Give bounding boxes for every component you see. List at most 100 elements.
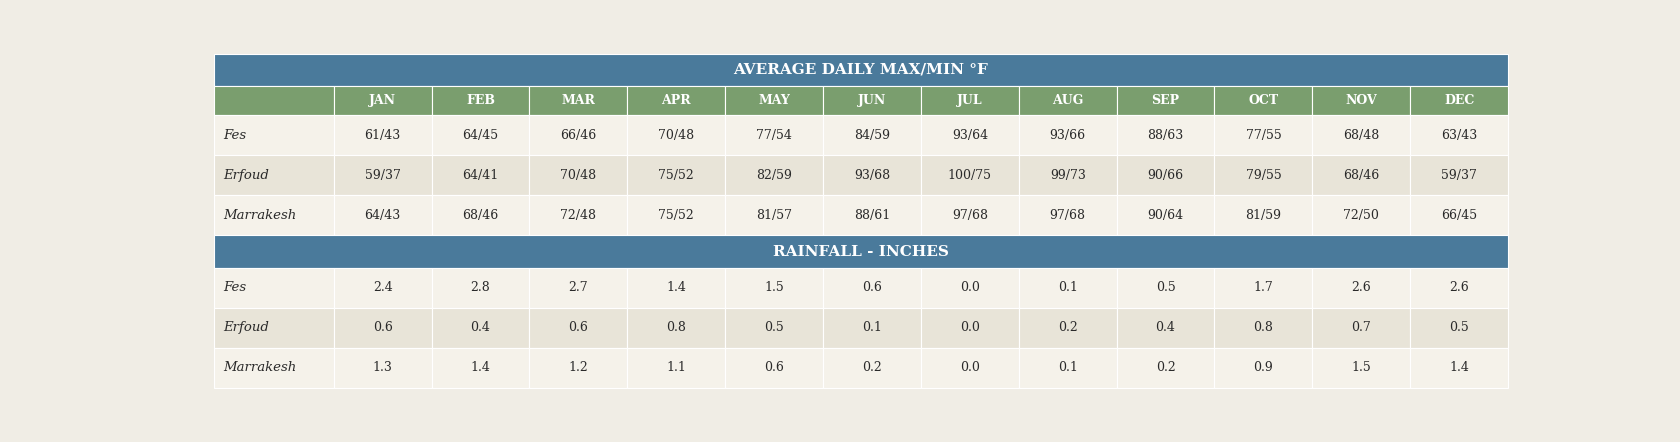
Bar xyxy=(1018,195,1117,236)
Text: 68/46: 68/46 xyxy=(1344,169,1379,182)
Bar xyxy=(1215,155,1312,195)
Bar xyxy=(1312,308,1410,348)
Bar xyxy=(1410,308,1509,348)
Text: 59/37: 59/37 xyxy=(365,169,400,182)
Text: NOV: NOV xyxy=(1346,94,1378,107)
Text: 0.6: 0.6 xyxy=(373,321,393,334)
Text: 97/68: 97/68 xyxy=(953,209,988,222)
Bar xyxy=(726,308,823,348)
Text: 84/59: 84/59 xyxy=(853,129,890,142)
Bar xyxy=(334,155,432,195)
Bar xyxy=(627,348,726,388)
Bar xyxy=(1312,86,1410,115)
Bar xyxy=(1215,308,1312,348)
Text: 63/43: 63/43 xyxy=(1441,129,1477,142)
Text: 0.4: 0.4 xyxy=(1156,321,1176,334)
Bar xyxy=(1018,155,1117,195)
Text: 68/48: 68/48 xyxy=(1344,129,1379,142)
Bar xyxy=(823,268,921,308)
Text: 1.7: 1.7 xyxy=(1253,281,1273,294)
Text: 0.2: 0.2 xyxy=(1156,362,1176,374)
Bar xyxy=(213,348,334,388)
Text: Erfoud: Erfoud xyxy=(223,169,269,182)
Bar xyxy=(921,155,1018,195)
Bar xyxy=(334,348,432,388)
Text: 1.4: 1.4 xyxy=(470,362,491,374)
Text: 90/66: 90/66 xyxy=(1147,169,1184,182)
Bar xyxy=(529,268,627,308)
Text: Marrakesh: Marrakesh xyxy=(223,362,296,374)
Bar xyxy=(921,268,1018,308)
Bar xyxy=(334,86,432,115)
Text: 0.0: 0.0 xyxy=(959,362,979,374)
Bar xyxy=(213,236,1509,268)
Bar xyxy=(432,308,529,348)
Bar xyxy=(1215,86,1312,115)
Bar xyxy=(627,268,726,308)
Text: 2.6: 2.6 xyxy=(1450,281,1468,294)
Bar xyxy=(1117,86,1215,115)
Text: MAR: MAR xyxy=(561,94,595,107)
Bar xyxy=(823,348,921,388)
Bar xyxy=(213,86,334,115)
Bar xyxy=(1215,115,1312,155)
Bar xyxy=(1018,86,1117,115)
Bar xyxy=(627,195,726,236)
Text: Fes: Fes xyxy=(223,129,247,142)
Text: 2.7: 2.7 xyxy=(568,281,588,294)
Text: 1.1: 1.1 xyxy=(667,362,685,374)
Bar xyxy=(432,348,529,388)
Bar xyxy=(726,195,823,236)
Bar xyxy=(823,155,921,195)
Text: 0.6: 0.6 xyxy=(764,362,785,374)
Bar xyxy=(529,195,627,236)
Bar xyxy=(334,308,432,348)
Text: 59/37: 59/37 xyxy=(1441,169,1477,182)
Bar xyxy=(213,115,334,155)
Text: 1.5: 1.5 xyxy=(764,281,785,294)
Text: FEB: FEB xyxy=(465,94,496,107)
Bar xyxy=(529,115,627,155)
Bar xyxy=(1018,115,1117,155)
Bar xyxy=(1117,348,1215,388)
Text: 93/68: 93/68 xyxy=(853,169,890,182)
Text: 72/50: 72/50 xyxy=(1344,209,1379,222)
Text: 1.5: 1.5 xyxy=(1351,362,1371,374)
Text: 97/68: 97/68 xyxy=(1050,209,1085,222)
Bar xyxy=(432,115,529,155)
Bar xyxy=(334,195,432,236)
Text: 0.6: 0.6 xyxy=(862,281,882,294)
Bar xyxy=(1117,155,1215,195)
Text: Fes: Fes xyxy=(223,281,247,294)
Text: JUN: JUN xyxy=(858,94,885,107)
Text: 1.3: 1.3 xyxy=(373,362,393,374)
Bar xyxy=(627,115,726,155)
Text: 2.4: 2.4 xyxy=(373,281,393,294)
Text: 2.6: 2.6 xyxy=(1351,281,1371,294)
Bar xyxy=(921,348,1018,388)
Text: 72/48: 72/48 xyxy=(561,209,596,222)
Text: MAY: MAY xyxy=(758,94,790,107)
Text: 0.0: 0.0 xyxy=(959,281,979,294)
Bar xyxy=(1117,268,1215,308)
Text: 77/54: 77/54 xyxy=(756,129,791,142)
Bar xyxy=(213,155,334,195)
Text: 88/63: 88/63 xyxy=(1147,129,1184,142)
Bar xyxy=(334,115,432,155)
Text: 0.5: 0.5 xyxy=(764,321,785,334)
Bar xyxy=(1312,268,1410,308)
Bar xyxy=(823,308,921,348)
Text: 0.7: 0.7 xyxy=(1351,321,1371,334)
Text: Marrakesh: Marrakesh xyxy=(223,209,296,222)
Text: 64/41: 64/41 xyxy=(462,169,499,182)
Bar xyxy=(529,86,627,115)
Bar xyxy=(1410,115,1509,155)
Text: 0.4: 0.4 xyxy=(470,321,491,334)
Bar xyxy=(1117,195,1215,236)
Text: 90/64: 90/64 xyxy=(1147,209,1184,222)
Text: JUL: JUL xyxy=(958,94,983,107)
Text: 1.4: 1.4 xyxy=(667,281,685,294)
Bar xyxy=(823,86,921,115)
Bar xyxy=(1215,268,1312,308)
Text: 1.2: 1.2 xyxy=(568,362,588,374)
